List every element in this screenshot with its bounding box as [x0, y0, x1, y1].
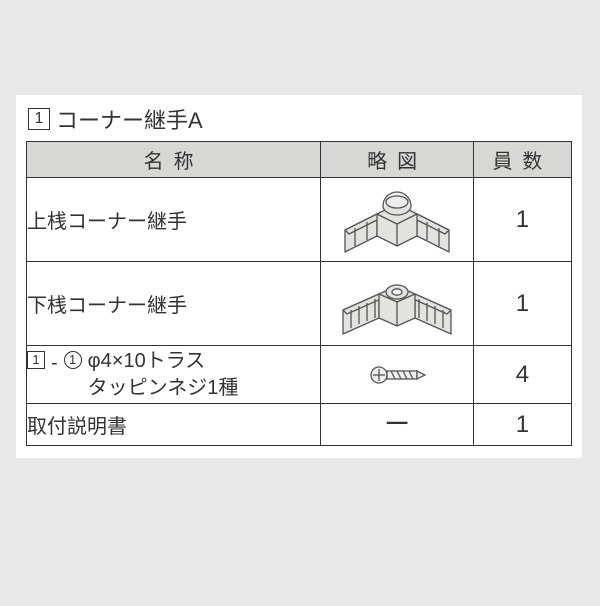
table-row: 上桟コーナー継手	[27, 178, 572, 262]
table-row: 下桟コーナー継手	[27, 262, 572, 346]
corner-joint-bottom-icon	[337, 268, 457, 340]
part-qty: 1	[473, 404, 571, 446]
section-title: 1 コーナー継手A	[26, 103, 572, 135]
part-name: 取付説明書	[27, 404, 321, 446]
part-figure	[321, 346, 474, 404]
ref-circle-icon: 1	[64, 351, 82, 369]
corner-joint-top-icon	[337, 184, 457, 256]
screw-name-line2: タッピンネジ1種	[88, 375, 239, 402]
screw-name-line1: φ4×10トラス	[88, 350, 206, 372]
parts-table: 名称 略図 員数 上桟コーナー継手	[26, 141, 572, 446]
part-name: 1 - 1 φ4×10トラス タッピンネジ1種	[27, 346, 321, 404]
col-header-figure: 略図	[321, 142, 474, 178]
part-qty: 1	[473, 262, 571, 346]
no-figure-dash: ー	[384, 409, 410, 439]
table-row: 1 - 1 φ4×10トラス タッピンネジ1種	[27, 346, 572, 404]
col-header-name: 名称	[27, 142, 321, 178]
screw-icon	[357, 360, 437, 390]
col-header-qty: 員数	[473, 142, 571, 178]
part-figure	[321, 262, 474, 346]
part-name: 下桟コーナー継手	[27, 262, 321, 346]
table-row: 取付説明書 ー 1	[27, 404, 572, 446]
table-header-row: 名称 略図 員数	[27, 142, 572, 178]
part-qty: 1	[473, 178, 571, 262]
part-name: 上桟コーナー継手	[27, 178, 321, 262]
part-figure	[321, 178, 474, 262]
part-qty: 4	[473, 346, 571, 404]
parts-sheet: 1 コーナー継手A 名称 略図 員数 上桟コーナー継手	[16, 95, 582, 458]
part-figure: ー	[321, 404, 474, 446]
section-index-box: 1	[28, 108, 50, 130]
section-title-text: コーナー継手A	[56, 103, 203, 135]
ref-box-icon: 1	[27, 351, 45, 369]
